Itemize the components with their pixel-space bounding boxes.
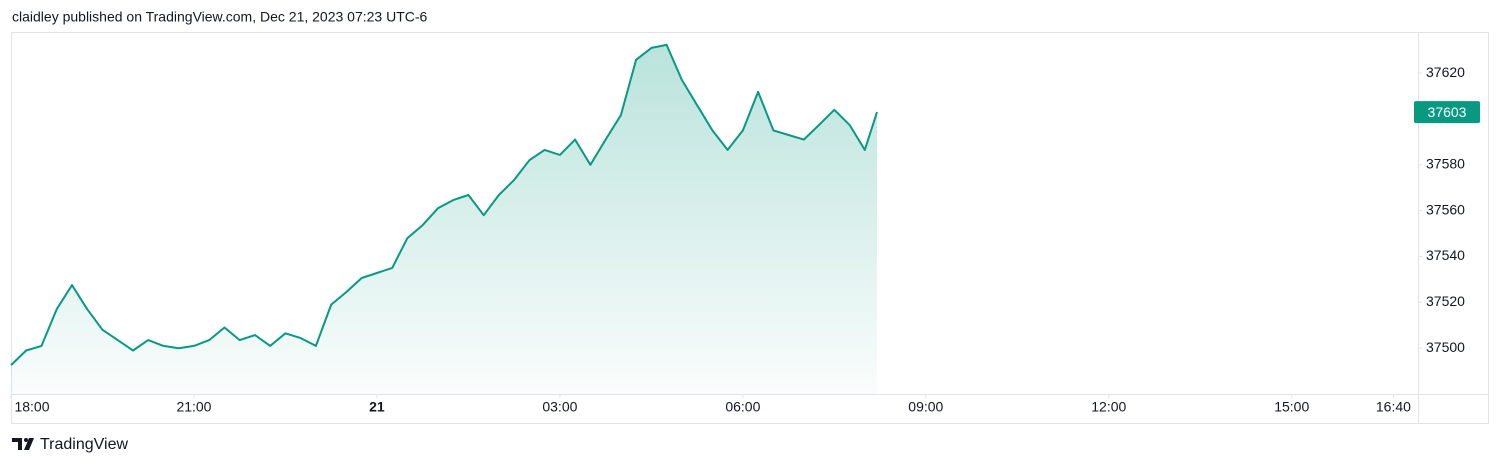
y-tick-label: 37520	[1426, 293, 1465, 309]
area-fill	[11, 44, 878, 395]
x-tick-label: 16:40	[1376, 399, 1411, 415]
x-tick-label: 18:00	[14, 399, 49, 415]
x-tick-label: 21:00	[176, 399, 211, 415]
header-title: claidley published on TradingView.com, D…	[12, 9, 428, 25]
last-price-label: 37603	[1428, 104, 1467, 120]
price-line	[10, 43, 878, 366]
y-tick-label: 37560	[1426, 201, 1465, 217]
x-tick-label: 03:00	[542, 399, 577, 415]
x-tick-label: 12:00	[1091, 399, 1126, 415]
y-tick-label: 37620	[1426, 64, 1465, 80]
footer-brand: TradingView	[40, 436, 128, 453]
y-tick-label: 37500	[1426, 339, 1465, 355]
x-tick-label: 15:00	[1274, 399, 1309, 415]
tv-logo	[12, 438, 34, 450]
last-price-box	[1414, 101, 1480, 124]
x-tick-label: 09:00	[908, 399, 943, 415]
y-tick-label: 37580	[1426, 155, 1465, 171]
x-tick-label: 21	[369, 399, 385, 415]
x-tick-label: 06:00	[725, 399, 760, 415]
y-tick-label: 37540	[1426, 247, 1465, 263]
chart-frame	[11, 32, 1489, 424]
